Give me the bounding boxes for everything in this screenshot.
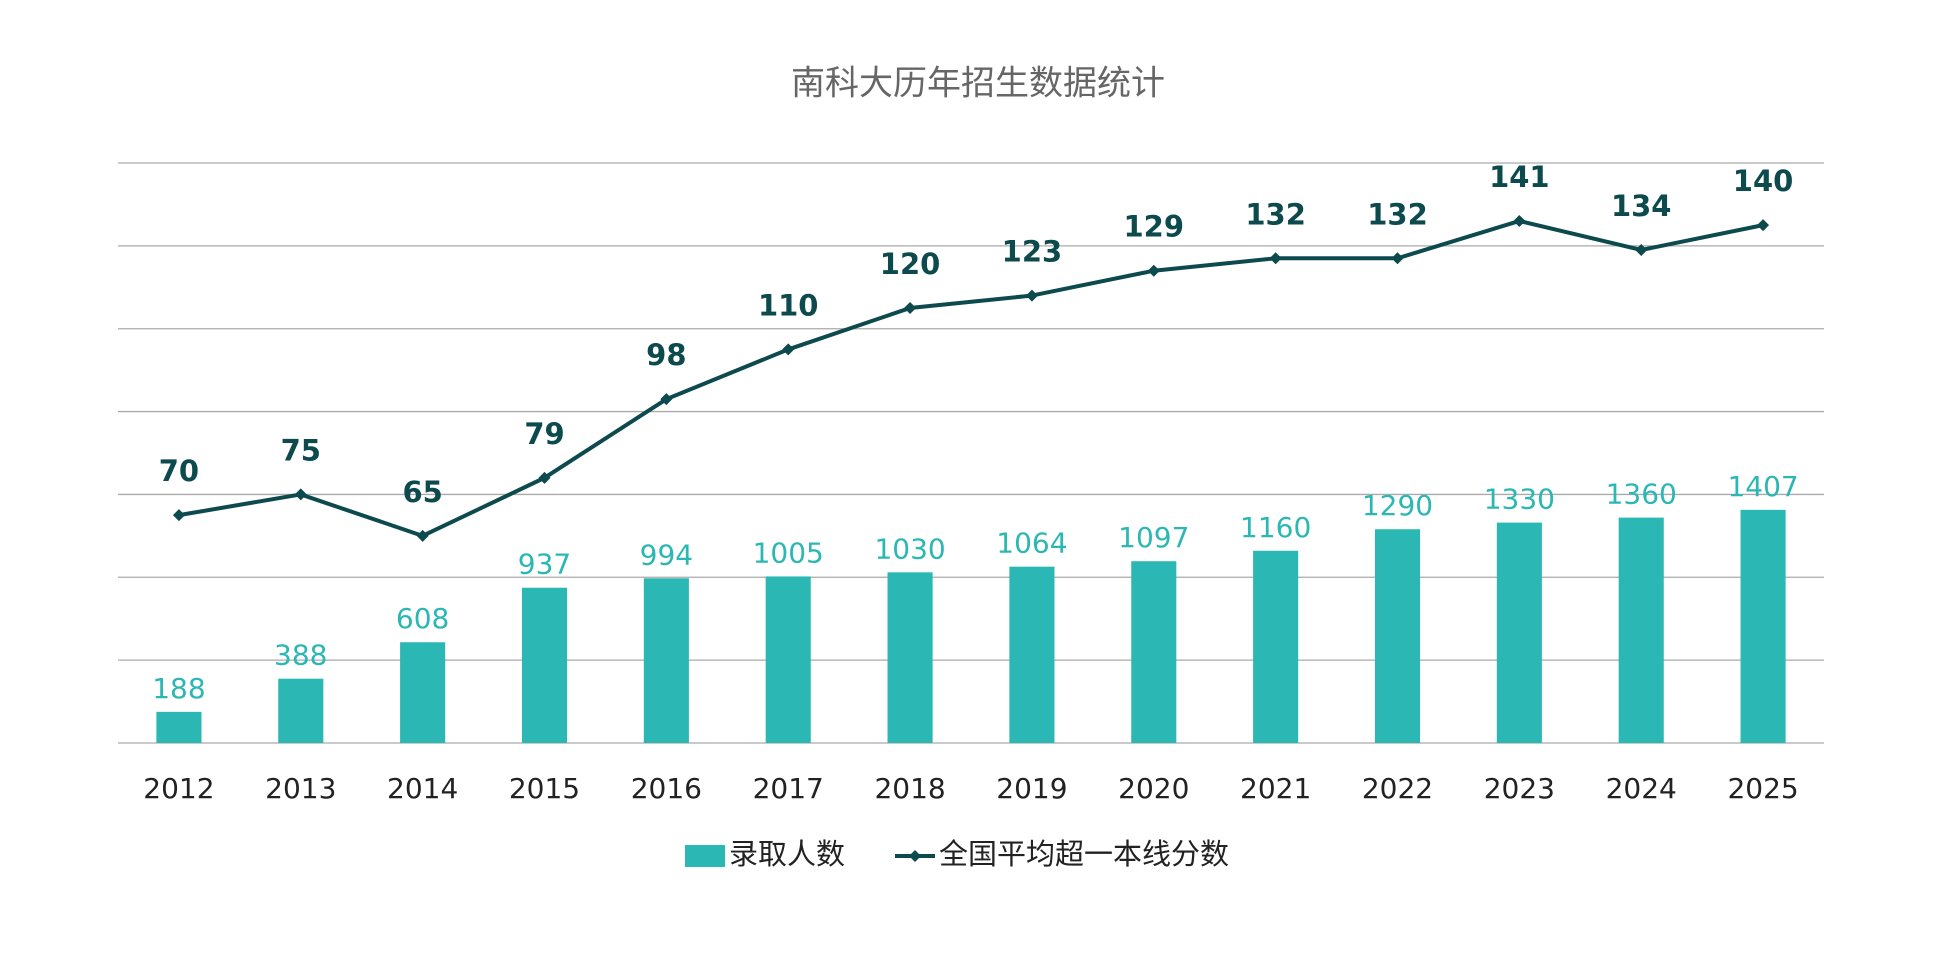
data-label: 132 — [1245, 197, 1306, 231]
line-marker — [1513, 215, 1526, 227]
bar — [278, 678, 324, 743]
line-marker — [1147, 264, 1160, 277]
line-marker — [538, 471, 551, 484]
line-marker — [660, 393, 673, 406]
bar — [1253, 550, 1299, 743]
data-label: 1030 — [874, 532, 945, 565]
data-label: 75 — [281, 433, 321, 467]
line-marker — [294, 488, 307, 501]
data-label: 134 — [1611, 189, 1672, 223]
x-tick-label: 2023 — [1484, 772, 1555, 805]
data-label: 1005 — [753, 536, 824, 569]
x-tick-label: 2018 — [874, 772, 945, 805]
line-marker — [1025, 289, 1038, 302]
bar — [887, 572, 933, 743]
x-tick-label: 2021 — [1240, 772, 1311, 805]
x-tick-label: 2014 — [387, 772, 458, 805]
chart-title: 南科大历年招生数据统计 — [791, 64, 1165, 104]
bar — [1374, 529, 1421, 743]
line-marker — [1269, 252, 1282, 265]
data-label: 188 — [152, 672, 205, 705]
x-tick-label: 2019 — [996, 772, 1067, 805]
data-label: 98 — [646, 338, 686, 372]
bar — [1618, 517, 1664, 743]
data-label: 110 — [758, 288, 819, 322]
bar — [156, 711, 202, 743]
bar — [400, 642, 446, 743]
data-label: 1160 — [1240, 511, 1311, 544]
line-marker — [172, 509, 185, 522]
data-label: 1360 — [1606, 478, 1677, 511]
legend-marker — [909, 850, 922, 862]
x-tick-label: 2025 — [1727, 772, 1798, 805]
data-label: 79 — [524, 417, 564, 451]
legend-label: 录取人数 — [729, 837, 845, 871]
line-marker — [1635, 244, 1648, 256]
x-tick-label: 2020 — [1118, 772, 1189, 805]
x-tick-label: 2024 — [1606, 772, 1677, 805]
bar — [521, 587, 568, 743]
x-tick-label: 2022 — [1362, 772, 1433, 805]
data-label: 1330 — [1484, 483, 1555, 516]
data-label: 1097 — [1118, 521, 1189, 554]
data-label: 140 — [1733, 164, 1794, 198]
line-marker — [416, 529, 429, 542]
line-marker — [1757, 219, 1770, 232]
data-label: 994 — [640, 538, 693, 571]
bar — [1009, 566, 1055, 743]
line — [178, 218, 1764, 539]
data-label: 388 — [274, 639, 327, 672]
line-marker — [1391, 252, 1404, 265]
bar — [1131, 561, 1177, 743]
x-tick-label: 2012 — [143, 772, 214, 805]
data-label: 120 — [880, 247, 941, 281]
legend-label: 全国平均超一本线分数 — [939, 837, 1229, 871]
data-label: 123 — [1002, 235, 1063, 269]
data-label: 141 — [1489, 160, 1550, 194]
data-label: 1064 — [996, 527, 1067, 560]
data-label: 608 — [396, 602, 449, 635]
bar — [643, 578, 689, 743]
data-label: 70 — [159, 454, 199, 488]
legend-swatch — [685, 845, 725, 867]
x-tick-label: 2015 — [509, 772, 580, 805]
x-tick-label: 2013 — [265, 772, 336, 805]
line-marker — [782, 343, 795, 356]
data-label: 65 — [402, 475, 442, 509]
data-label: 1290 — [1362, 489, 1433, 522]
data-label: 1407 — [1727, 470, 1798, 503]
x-tick-label: 2016 — [631, 772, 702, 805]
data-label: 129 — [1124, 210, 1185, 244]
data-label: 937 — [518, 548, 571, 581]
bar — [765, 576, 811, 743]
bar — [1496, 522, 1542, 743]
bar — [1740, 509, 1786, 743]
data-label: 132 — [1367, 197, 1428, 231]
line-marker — [904, 302, 917, 314]
x-tick-label: 2017 — [753, 772, 824, 805]
